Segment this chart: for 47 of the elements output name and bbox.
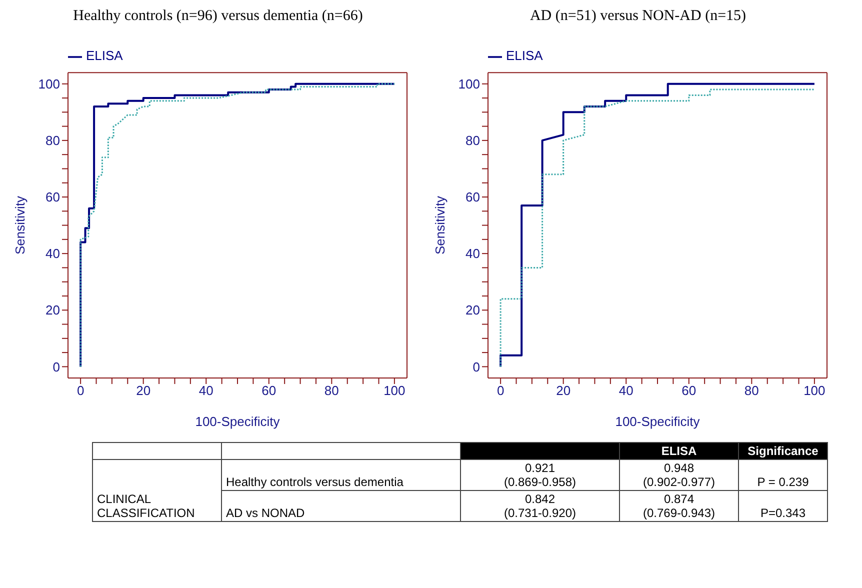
text: ELISA [620,442,738,460]
y-tick-label: 80 [46,133,60,148]
y-tick-label: 40 [466,246,480,262]
text: 0.842 [524,492,556,506]
x-tick-label: 0 [76,383,84,398]
y-axis-title: Sensitivity [12,196,28,255]
x-axis-title: 100-Specificity [195,414,280,429]
chart-title: AD (n=51) versus NON-AD (n=15) [528,8,748,26]
x-tick-label: 20 [556,383,571,398]
x-tick-label: 80 [744,383,759,398]
x-tick-label: 0 [496,383,504,398]
x-tick-label: 40 [198,383,214,398]
text: (0.869-0.958) [504,475,576,489]
text: (0.731-0.920) [504,506,576,520]
text: P = 0.239 [738,460,828,490]
y-tick-label: 60 [46,190,60,205]
x-tick-label: 60 [262,383,276,398]
x-tick-label: 20 [136,383,151,398]
y-tick-label: 20 [46,302,60,318]
text: 0.874 [664,492,694,506]
text: AD vs NONAD [222,490,460,522]
x-axis-title: 100-Specificity [615,414,700,429]
text: P=0.343 [738,490,828,522]
chart-title: Healthy controls (n=96) versus dementia (n=66) [72,8,364,26]
y-tick-label: 0 [52,359,60,374]
x-tick-label: 60 [682,383,696,398]
y-tick-label: 100 [38,76,60,92]
y-tick-label: 20 [466,302,480,318]
text: Significance [738,442,828,460]
y-axis-title: Sensitivity [432,196,448,255]
x-tick-label: 80 [324,383,339,398]
y-tick-label: 0 [472,359,480,374]
legend-label: ELISA [86,48,123,63]
y-tick-label: 100 [458,76,480,92]
x-tick-label: 40 [618,383,634,398]
text: CLINICAL CLASSIFICATION [92,460,222,522]
x-tick-label: 100 [384,383,406,398]
text: (0.769-0.943) [642,506,716,520]
y-tick-label: 80 [466,133,480,148]
x-tick-label: 100 [804,383,826,398]
text: (0.902-0.977) [642,475,716,489]
y-tick-label: 60 [466,190,480,205]
text: 0.921 [524,461,556,475]
y-tick-label: 40 [46,246,60,262]
legend-label: ELISA [506,48,543,63]
text: 0.948 [664,461,694,475]
text: Healthy controls versus dementia [222,460,460,490]
